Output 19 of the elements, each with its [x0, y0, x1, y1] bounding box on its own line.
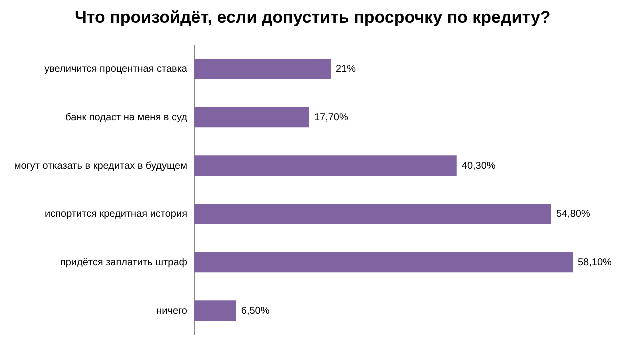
bar: [194, 204, 552, 224]
y-tick-label: могут отказать в кредитах в будущем: [14, 160, 188, 172]
bar: [194, 59, 331, 80]
data-label: 58,10%: [578, 258, 612, 268]
data-label: 40,30%: [462, 160, 496, 172]
data-label: 17,70%: [314, 112, 348, 124]
data-label: 6,50%: [241, 306, 270, 317]
bar: [194, 300, 236, 321]
y-tick-label: испортится кредитная история: [45, 209, 188, 220]
data-label: 54,80%: [556, 209, 590, 220]
bar: [194, 107, 310, 128]
y-tick-label: придётся заплатить штраф: [60, 258, 188, 268]
y-tick-label: ничего: [156, 306, 188, 317]
bar: [194, 156, 457, 176]
y-tick-label: банк подаст на меня в суд: [66, 112, 188, 124]
data-label: 21%: [336, 64, 356, 76]
y-tick-label: увеличится процентная ставка: [44, 64, 188, 76]
chart-title: Что произойдёт, если допустить просрочку по кредиту?: [74, 8, 551, 27]
bar: [194, 252, 573, 273]
